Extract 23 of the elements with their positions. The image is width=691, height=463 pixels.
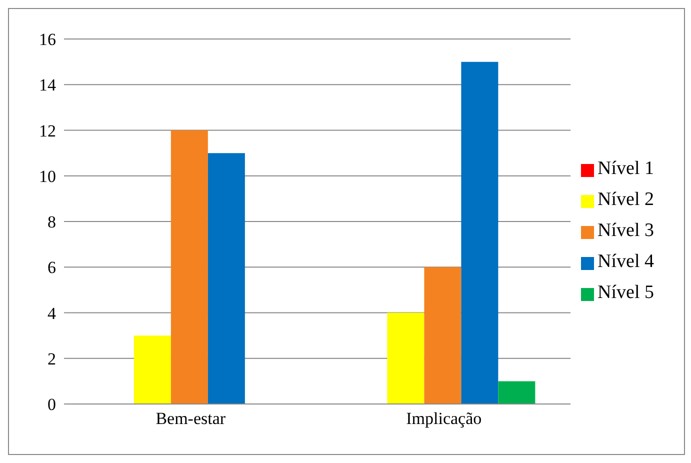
bar	[208, 153, 245, 404]
legend-label: Nível 4	[598, 251, 654, 272]
y-tick-label: 4	[48, 304, 56, 323]
y-tick-label: 0	[48, 395, 56, 414]
y-tick-label: 16	[39, 30, 56, 50]
legend-label: Nível 3	[598, 220, 654, 241]
bar	[424, 267, 462, 404]
x-tick-label: Implicação	[406, 409, 482, 428]
bar	[461, 62, 498, 404]
y-tick-label: 2	[48, 349, 56, 368]
y-tick-label: 10	[39, 166, 56, 186]
bar	[170, 130, 208, 404]
x-tick-label: Bem-estar	[156, 409, 226, 428]
bar	[498, 381, 536, 404]
legend-label: Nível 1	[598, 158, 654, 179]
legend-label: Nível 2	[598, 189, 654, 210]
y-tick-label: 14	[39, 76, 56, 95]
bar	[134, 336, 171, 404]
y-tick-label: 8	[48, 212, 56, 232]
legend-label: Nível 5	[598, 282, 654, 303]
y-tick-label: 6	[48, 258, 56, 278]
y-tick-label: 12	[39, 121, 56, 140]
bar	[387, 312, 424, 404]
